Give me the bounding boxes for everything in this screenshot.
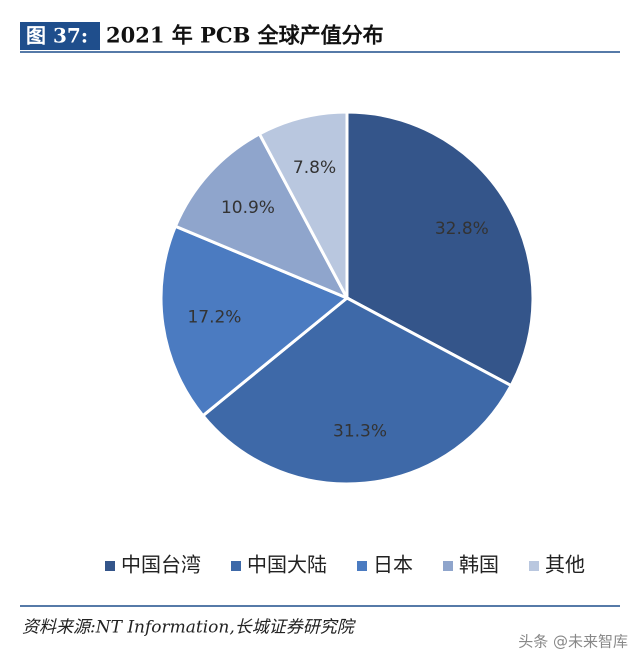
figure-label-box xyxy=(20,22,100,50)
legend-label: 中国台湾 xyxy=(121,553,201,577)
pie-slice xyxy=(257,110,349,299)
chart-title: 2021 年 PCB 全球产值分布 xyxy=(106,23,384,48)
legend-swatch xyxy=(231,561,241,571)
value-label: 7.8% xyxy=(293,158,336,178)
value-label: 32.8% xyxy=(435,219,489,239)
value-label: 31.3% xyxy=(333,421,387,441)
legend-swatch xyxy=(529,561,539,571)
legend-label: 其他 xyxy=(545,553,585,577)
pie-slice xyxy=(200,296,514,486)
pie-slice xyxy=(173,131,351,302)
legend-label: 中国大陆 xyxy=(247,553,327,577)
legend-label: 日本 xyxy=(373,553,413,577)
legend-swatch xyxy=(443,561,453,571)
pie-slice xyxy=(159,224,350,418)
watermark: 头条 @未来智库 xyxy=(518,633,628,651)
legend-label: 韩国 xyxy=(459,553,499,577)
pie-slice xyxy=(345,110,535,388)
value-label: 10.9% xyxy=(221,198,275,218)
legend-swatch xyxy=(357,561,367,571)
figure-label: 图 37: xyxy=(26,24,88,48)
legend-swatch xyxy=(105,561,115,571)
value-label: 17.2% xyxy=(187,307,241,327)
source: 资料来源:NT Information,长城证券研究院 xyxy=(22,618,357,638)
legend: 中国台湾 中国大陆 日本 韩国 其他 xyxy=(105,553,585,577)
